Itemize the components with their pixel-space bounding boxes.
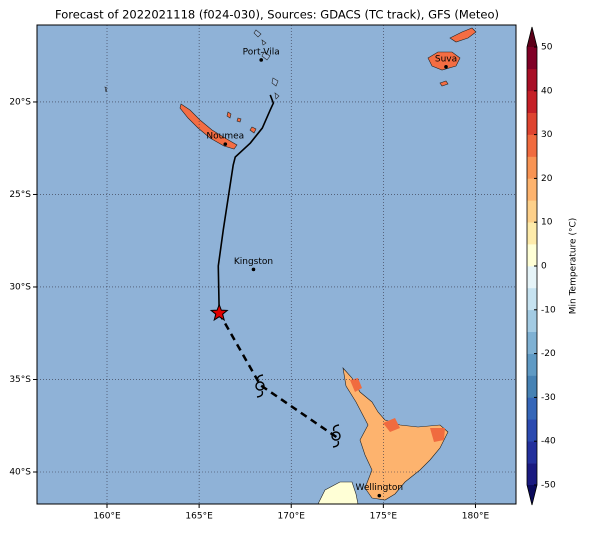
colorbar-bin [527,244,537,267]
city-dot [251,267,256,272]
colorbar-bin [527,47,537,70]
land [104,27,477,504]
colorbar-bin [527,112,537,135]
new-caledonia [179,103,238,150]
cyclone-symbols [255,374,341,448]
colorbar-bin [527,419,537,442]
colorbar-bin [527,222,537,245]
vanuatu-islands [104,29,280,100]
colorbar-bin [527,441,537,464]
colorbar-bin [527,68,537,92]
colorbar-bin [527,353,537,376]
colorbar-bin [527,397,537,420]
y-tick-label: 35°S [9,375,31,385]
city-dot [223,142,228,146]
colorbar-bin [527,178,537,201]
colorbar-tick-label: 10 [541,218,553,228]
x-tick-label: 165°E [185,512,213,522]
colorbar-bin [527,156,537,179]
y-tick-label: 20°S [9,97,31,107]
colorbar-under [527,485,537,505]
city-label: Wellington [356,483,404,493]
warm-areas [350,378,445,442]
y-tick-label: 30°S [9,282,31,292]
colorbar-tick-label: -40 [541,437,556,447]
colorbar-bin [527,134,537,157]
cyclone-symbol [331,424,341,448]
north-island [342,367,449,501]
colorbar-tick-label: 30 [541,130,553,140]
city-dot [444,65,448,69]
y-tick-label: 25°S [9,190,31,200]
city-label: Kingston [234,257,273,267]
track-line [217,94,275,314]
ocean [37,25,516,504]
colorbar-bin [527,287,537,311]
colorbar-tick-label: 20 [541,174,553,184]
map-frame [36,24,517,505]
colorbar-bin [527,200,537,223]
colorbar-tick-label: 40 [541,86,553,96]
current-position-star [209,303,229,322]
colorbar-bin [527,90,537,113]
colorbar-tick-label: -10 [541,305,556,315]
fiji [427,27,477,87]
colorbar-bin [527,463,537,486]
colorbar-bin [527,309,537,332]
colorbar-tick-label: 50 [541,43,553,53]
colorbar-over [527,27,537,47]
south-island [317,481,359,504]
colorbar-tick-label: -20 [541,349,556,359]
x-tick-label: 180°E [462,512,490,522]
city-dot [377,493,382,498]
city-label: Suva [435,54,457,64]
city-label: Noumea [206,132,244,142]
city-dot [259,58,264,62]
map-title: Forecast of 2022021118 (f024-030), Sourc… [55,8,499,22]
colorbar-label: Min Temperature (°C) [569,218,579,315]
x-tick-label: 175°E [370,512,398,522]
colorbar-bin [527,331,537,354]
colorbar-bin [527,375,537,398]
loyalty-islands [226,111,257,134]
colorbar-tick-label: -30 [541,393,556,403]
colorbar-tick-label: 0 [541,262,547,272]
colorbar-bin [527,266,537,289]
cyclone-symbol [255,374,265,398]
x-tick-label: 160°E [93,512,121,522]
colorbar-tick-label: -50 [541,481,556,491]
city-label: Port-Vila [243,47,280,57]
x-tick-label: 170°E [278,512,306,522]
y-tick-label: 40°S [9,467,31,477]
track-line [218,312,338,439]
